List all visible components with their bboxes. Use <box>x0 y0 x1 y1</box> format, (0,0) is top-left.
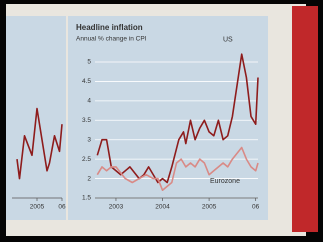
x-tick-label: 2005 <box>202 204 217 211</box>
x-tick-label: 2005 <box>30 204 45 211</box>
y-tick-label: 3.5 <box>82 117 91 124</box>
main-panel <box>68 16 268 220</box>
chart-subtitle: Annual % change in CPI <box>76 36 147 43</box>
y-tick-label: 5 <box>87 59 91 66</box>
y-tick-label: 2 <box>87 175 91 182</box>
y-tick-label: 2.5 <box>82 156 91 163</box>
x-tick-label: 2003 <box>109 204 124 211</box>
y-tick-label: 4.5 <box>82 78 91 85</box>
page: Headline inflation Annual % change in CP… <box>0 0 323 242</box>
red-strip <box>292 6 318 232</box>
series-label: Eurozone <box>210 178 240 185</box>
x-tick-label: 06 <box>58 204 66 211</box>
y-tick-label: 3 <box>87 136 91 143</box>
x-tick-label: 2004 <box>155 204 170 211</box>
series-label: US <box>223 36 233 43</box>
y-tick-label: 1.5 <box>82 195 91 202</box>
y-tick-label: 4 <box>87 98 91 105</box>
x-tick-label: 06 <box>252 204 260 211</box>
photo: Headline inflation Annual % change in CP… <box>0 0 323 242</box>
chart-title: Headline inflation <box>76 23 143 32</box>
